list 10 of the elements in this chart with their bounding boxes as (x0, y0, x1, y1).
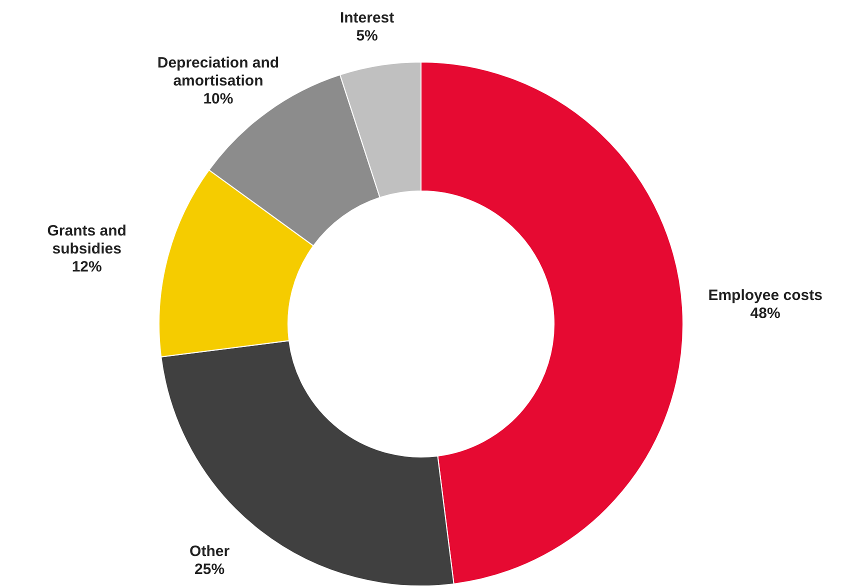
data-label: 25% (194, 561, 225, 578)
data-label: 12% (72, 258, 102, 276)
slice-label: Other (190, 543, 230, 560)
data-label: 10% (203, 90, 234, 108)
data-label: 48% (750, 305, 780, 322)
slice-label: Employee costs (708, 287, 822, 304)
data-label: 5% (356, 28, 378, 45)
slice-label: Interest (340, 10, 394, 27)
slice-label: Grants and subsidies (47, 222, 126, 258)
slice-label: Depreciation and amortisation (157, 54, 280, 90)
